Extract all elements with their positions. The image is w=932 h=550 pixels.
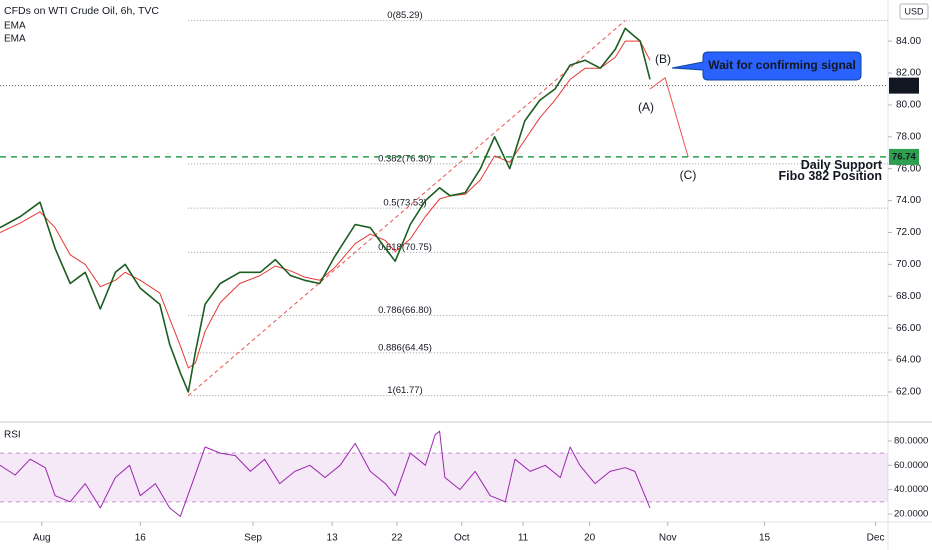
wave-label: (B) (655, 52, 671, 66)
callout-box (671, 51, 862, 81)
y-tick-label: 76.00 (896, 163, 921, 174)
y-tick-label: 68.00 (896, 291, 921, 302)
rsi-tick-label: 20.0000 (894, 509, 928, 520)
y-tick-label: 66.00 (896, 323, 921, 334)
indicator-label: EMA (4, 34, 26, 45)
wave-label: (C) (680, 168, 697, 182)
x-tick-label: 13 (327, 533, 339, 544)
fib-label: 0.5(73.53) (383, 198, 426, 209)
currency: USD (904, 6, 924, 16)
fib-label: 0.886(64.45) (378, 342, 432, 353)
fib-label: 0.382(76.30) (378, 153, 432, 164)
x-tick-label: 11 (518, 533, 529, 544)
last-price-label: 81.21 (892, 80, 916, 91)
callout-text: Wait for confirming signal (708, 58, 856, 72)
indicator-label: EMA (4, 21, 26, 32)
fib-trend (187, 20, 626, 396)
fib-label: 0(85.29) (387, 10, 422, 21)
fib-label: 0.786(66.80) (378, 305, 432, 316)
support-badge-label: 76.74 (892, 151, 916, 162)
ema-line (0, 40, 651, 369)
y-tick-label: 82.00 (896, 68, 921, 79)
wave-label: (A) (638, 100, 654, 114)
rsi-title: RSI (4, 430, 21, 441)
y-tick-label: 62.00 (896, 387, 921, 398)
y-tick-label: 80.00 (896, 100, 921, 111)
x-tick-label: Dec (867, 533, 885, 544)
currency-box (899, 3, 929, 20)
price-line (0, 27, 651, 393)
support-badge (889, 148, 919, 165)
rsi-tick-label: 40.0000 (894, 484, 928, 495)
x-tick-label: Sep (244, 533, 262, 544)
x-tick-label: 16 (135, 533, 147, 544)
y-tick-label: 84.00 (896, 36, 921, 47)
rsi-tick-label: 60.0000 (894, 460, 928, 471)
x-tick-label: Nov (659, 533, 677, 544)
y-tick-label: 78.00 (896, 131, 921, 142)
x-tick-label: 22 (391, 533, 403, 544)
rsi-line (0, 430, 651, 517)
rsi-band (0, 453, 888, 502)
fib-label: 0.618(70.75) (378, 242, 432, 253)
y-tick-label: 64.00 (896, 355, 921, 366)
support-text: Daily Support (801, 158, 883, 172)
x-tick-label: Oct (454, 533, 470, 544)
x-tick-label: 15 (759, 533, 771, 544)
x-tick-label: Aug (33, 533, 51, 544)
y-tick-label: 74.00 (896, 195, 921, 206)
last-price-badge (889, 77, 919, 94)
fib-label: 1(61.77) (387, 385, 422, 396)
projection (649, 77, 689, 158)
rsi-tick-label: 80.0000 (894, 435, 928, 446)
x-tick-label: 20 (584, 533, 596, 544)
chart-title: CFDs on WTI Crude Oil, 6h, TVC (4, 5, 159, 17)
y-tick-label: 72.00 (896, 227, 921, 238)
support-text: Fibo 382 Position (779, 169, 883, 183)
y-tick-label: 70.00 (896, 259, 921, 270)
